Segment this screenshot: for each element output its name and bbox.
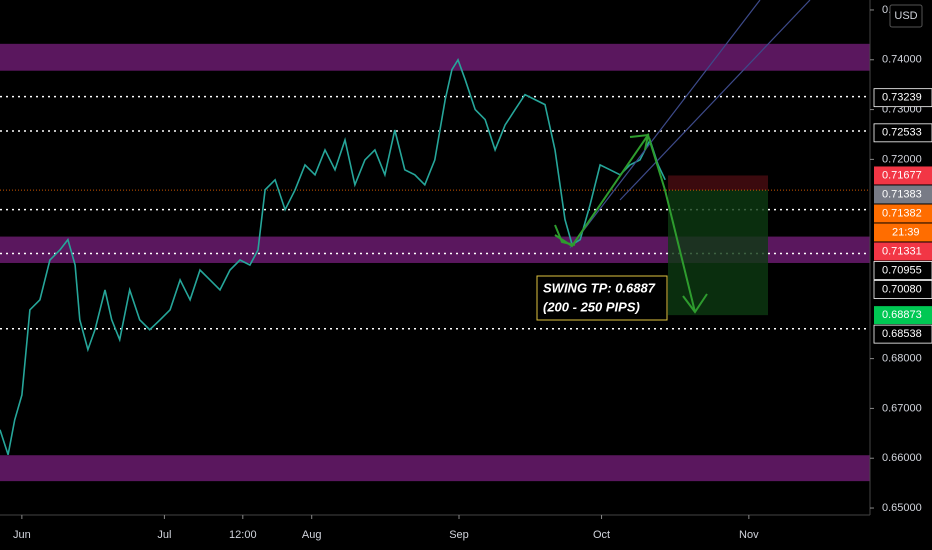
y-tick-label: 0.74000 bbox=[882, 54, 922, 66]
price-tag-bg bbox=[874, 185, 932, 204]
currency-box bbox=[889, 4, 923, 28]
price-line bbox=[0, 57, 666, 455]
x-tick-label: 12:00 bbox=[229, 529, 257, 541]
y-tick-label: 0.66000 bbox=[882, 452, 922, 464]
zone bbox=[0, 43, 870, 71]
arrow-head bbox=[629, 133, 650, 151]
target-zone bbox=[668, 190, 768, 316]
x-tick-label: Sep bbox=[449, 529, 469, 541]
price-tag: 0.68538 bbox=[882, 328, 922, 340]
price-tag: 0.70080 bbox=[882, 283, 922, 295]
price-tag: 0.68873 bbox=[882, 309, 922, 321]
price-tag-bg bbox=[873, 324, 932, 344]
price-tag-bg bbox=[873, 261, 932, 280]
price-tag-bg bbox=[873, 123, 932, 143]
x-tick-label: Aug bbox=[302, 529, 322, 541]
price-tag-bg bbox=[873, 88, 932, 108]
price-tag: 0.71382 bbox=[882, 207, 922, 219]
x-tick-label: Jul bbox=[157, 529, 171, 541]
annotation: (200 - 250 PIPS) bbox=[543, 299, 640, 314]
y-tick-label: 0.72000 bbox=[882, 153, 922, 165]
price-tag: 0.72533 bbox=[882, 127, 922, 139]
plot-area bbox=[0, 43, 870, 482]
price-tag-bg bbox=[874, 242, 932, 261]
channel-line bbox=[569, 0, 761, 249]
price-tag-bg bbox=[873, 280, 932, 299]
countdown: 21:39 bbox=[892, 226, 920, 238]
stop-zone bbox=[668, 175, 768, 191]
price-tag-bg bbox=[874, 306, 932, 325]
channel-line bbox=[619, 0, 811, 201]
y-tick-label: 0.68000 bbox=[882, 353, 922, 365]
price-tag-bg bbox=[874, 166, 932, 185]
annotation-box bbox=[536, 275, 668, 321]
price-tag: 0.73239 bbox=[882, 92, 922, 104]
y-tick-label: 0.65000 bbox=[882, 502, 922, 514]
price-tag: 0.71383 bbox=[882, 188, 922, 200]
x-tick-label: Oct bbox=[593, 529, 610, 541]
price-tag: 0.71677 bbox=[882, 169, 922, 181]
price-tag: 0.70955 bbox=[882, 264, 922, 276]
y-tick-label: 0.67000 bbox=[882, 402, 922, 414]
arrow-head bbox=[554, 224, 576, 246]
x-tick-label: Nov bbox=[739, 529, 759, 541]
x-tick-label: Jun bbox=[13, 529, 31, 541]
countdown-bg bbox=[874, 223, 932, 242]
zone bbox=[0, 455, 870, 482]
price-tag: 0.71331 bbox=[882, 245, 922, 257]
arrow-head bbox=[682, 293, 708, 314]
price-tag-bg bbox=[874, 204, 932, 223]
currency: USD bbox=[894, 10, 917, 22]
annotation: SWING TP: 0.6887 bbox=[543, 280, 656, 295]
